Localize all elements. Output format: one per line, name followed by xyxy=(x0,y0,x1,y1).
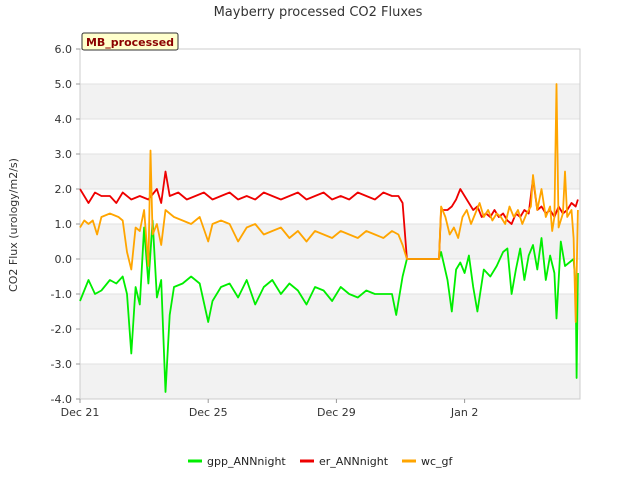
y-tick-label: 1.0 xyxy=(55,218,73,231)
plot-area xyxy=(79,48,581,400)
tag-label: MB_processed xyxy=(86,36,174,49)
y-tick-label: -2.0 xyxy=(51,323,72,336)
x-tick-label: Dec 29 xyxy=(317,406,356,419)
y-axis-label: CO2 Flux (urology/m2/s) xyxy=(7,158,20,292)
series-line-er_ANNnight xyxy=(79,170,579,260)
x-tick-label: Dec 21 xyxy=(61,406,100,419)
y-tick-label: 6.0 xyxy=(55,43,73,56)
legend-label-er_ANNnight: er_ANNnight xyxy=(319,455,389,468)
grid-band xyxy=(80,154,580,189)
x-tick-label: Dec 25 xyxy=(189,406,228,419)
grid-band xyxy=(80,364,580,399)
y-tick-label: 3.0 xyxy=(55,148,73,161)
series-line-gpp_ANNnight xyxy=(79,219,579,393)
y-tick-label: 5.0 xyxy=(55,78,73,91)
y-tick-label: 4.0 xyxy=(55,113,73,126)
axis-layer: -4.0 -3.0 -2.0 -1.0 0.0 1.0 2.0 3.0 4.0 5.0 6.0 Dec… xyxy=(51,43,479,419)
legend-label-gpp_ANNnight: gpp_ANNnight xyxy=(207,455,286,468)
x-tick-label: Jan 2 xyxy=(450,406,478,419)
legend-label-wc_gf: wc_gf xyxy=(421,455,454,468)
legend: gpp_ANNnight er_ANNnight wc_gf xyxy=(188,455,454,468)
tag-box-bg xyxy=(81,32,179,51)
series-layer xyxy=(79,83,579,393)
series-line-wc_gf xyxy=(79,83,579,323)
y-tick-label: 2.0 xyxy=(55,183,73,196)
chart-title: Mayberry processed CO2 Fluxes xyxy=(214,5,423,20)
tag-box: MB_processed xyxy=(81,32,179,51)
y-tick-label: -4.0 xyxy=(51,393,72,406)
y-tick-label: -1.0 xyxy=(51,288,72,301)
y-tick-label: -3.0 xyxy=(51,358,72,371)
y-tick-label: 0.0 xyxy=(55,253,73,266)
grid-band xyxy=(80,84,580,119)
